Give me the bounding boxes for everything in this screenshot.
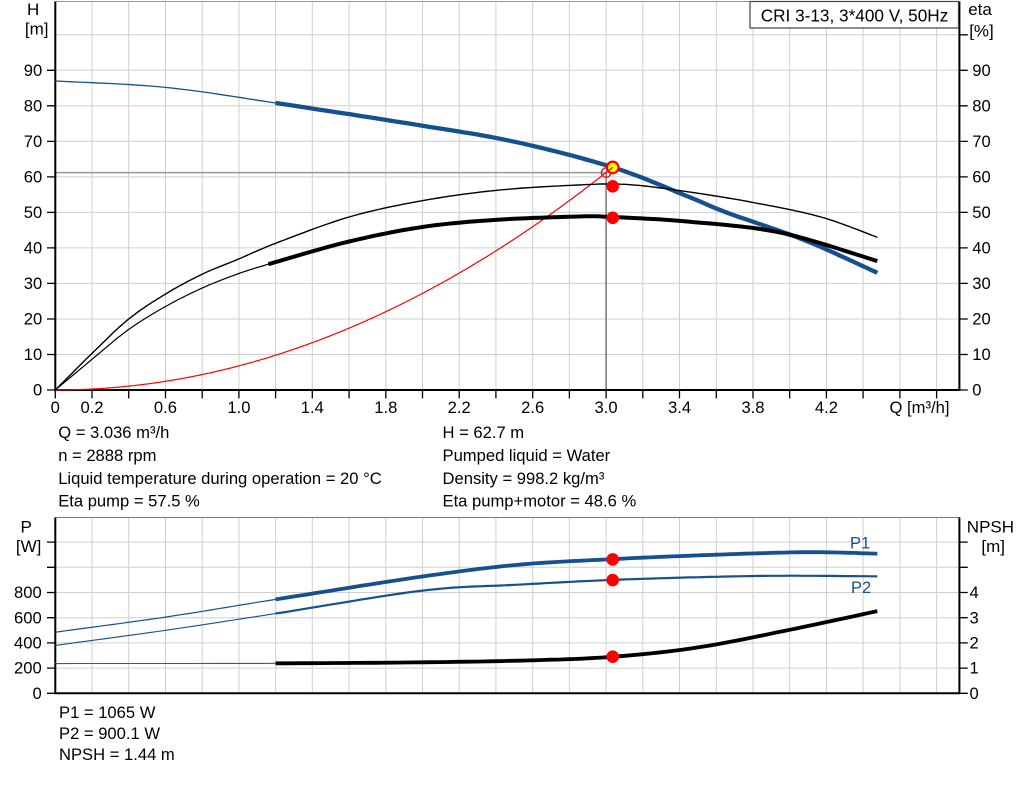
svg-text:H = 62.7 m: H = 62.7 m (443, 423, 525, 442)
svg-text:3.0: 3.0 (595, 398, 618, 417)
svg-text:20: 20 (24, 310, 42, 329)
svg-text:Eta pump+motor = 48.6 %: Eta pump+motor = 48.6 % (443, 492, 637, 511)
svg-text:40: 40 (972, 239, 990, 258)
svg-text:0: 0 (51, 398, 60, 417)
svg-text:2: 2 (970, 634, 979, 653)
svg-text:0.6: 0.6 (154, 398, 177, 417)
svg-text:0: 0 (33, 381, 42, 400)
svg-text:1.8: 1.8 (374, 398, 397, 417)
svg-text:10: 10 (24, 345, 42, 364)
svg-text:[%]: [%] (969, 21, 994, 40)
svg-text:80: 80 (24, 96, 42, 115)
svg-text:1.4: 1.4 (301, 398, 324, 417)
svg-text:CRI 3-13, 3*400 V, 50Hz: CRI 3-13, 3*400 V, 50Hz (761, 5, 949, 25)
svg-text:P: P (21, 517, 32, 536)
svg-text:600: 600 (14, 608, 42, 627)
svg-text:Pumped liquid = Water: Pumped liquid = Water (443, 446, 611, 465)
svg-text:n = 2888 rpm: n = 2888 rpm (58, 446, 156, 465)
svg-text:0: 0 (32, 684, 41, 703)
svg-text:P1 = 1065 W: P1 = 1065 W (59, 703, 156, 722)
svg-text:40: 40 (24, 239, 42, 258)
svg-text:0: 0 (972, 381, 981, 400)
svg-text:4.2: 4.2 (815, 398, 838, 417)
svg-text:10: 10 (972, 345, 990, 364)
svg-text:60: 60 (24, 167, 42, 186)
svg-text:0: 0 (970, 684, 979, 703)
svg-text:90: 90 (972, 61, 990, 80)
svg-text:20: 20 (972, 310, 990, 329)
svg-text:Density = 998.2 kg/m³: Density = 998.2 kg/m³ (443, 469, 605, 488)
svg-text:Q = 3.036 m³/h: Q = 3.036 m³/h (58, 423, 169, 442)
svg-text:1.0: 1.0 (227, 398, 250, 417)
svg-text:Q [m³/h]: Q [m³/h] (890, 398, 950, 417)
svg-text:80: 80 (972, 96, 990, 115)
svg-text:3.8: 3.8 (741, 398, 764, 417)
svg-text:2.2: 2.2 (448, 398, 471, 417)
svg-text:Eta pump = 57.5 %: Eta pump = 57.5 % (58, 492, 200, 511)
svg-text:30: 30 (24, 274, 42, 293)
svg-text:P2: P2 (851, 579, 871, 597)
svg-text:90: 90 (24, 61, 42, 80)
svg-text:2.6: 2.6 (521, 398, 544, 417)
svg-text:3.4: 3.4 (668, 398, 691, 417)
svg-text:60: 60 (972, 167, 990, 186)
svg-text:P2 = 900.1 W: P2 = 900.1 W (59, 724, 160, 743)
svg-text:1: 1 (970, 659, 979, 678)
svg-text:30: 30 (972, 274, 990, 293)
svg-text:Liquid temperature during oper: Liquid temperature during operation = 20… (58, 469, 382, 488)
svg-text:70: 70 (24, 132, 42, 151)
svg-text:NPSH = 1.44 m: NPSH = 1.44 m (59, 745, 175, 764)
svg-text:4: 4 (970, 583, 979, 602)
svg-text:400: 400 (14, 634, 42, 653)
svg-text:H: H (27, 0, 39, 19)
svg-text:eta: eta (968, 0, 992, 19)
svg-text:50: 50 (24, 203, 42, 222)
svg-text:[W]: [W] (16, 537, 42, 556)
svg-text:3: 3 (970, 608, 979, 627)
svg-text:50: 50 (972, 203, 990, 222)
svg-text:P1: P1 (850, 534, 870, 552)
svg-text:0.2: 0.2 (80, 398, 103, 417)
svg-text:70: 70 (972, 132, 990, 151)
svg-text:800: 800 (14, 583, 42, 602)
svg-text:[m]: [m] (981, 537, 1005, 556)
svg-text:NPSH: NPSH (967, 517, 1014, 536)
svg-text:[m]: [m] (25, 20, 49, 39)
svg-text:200: 200 (14, 659, 42, 678)
